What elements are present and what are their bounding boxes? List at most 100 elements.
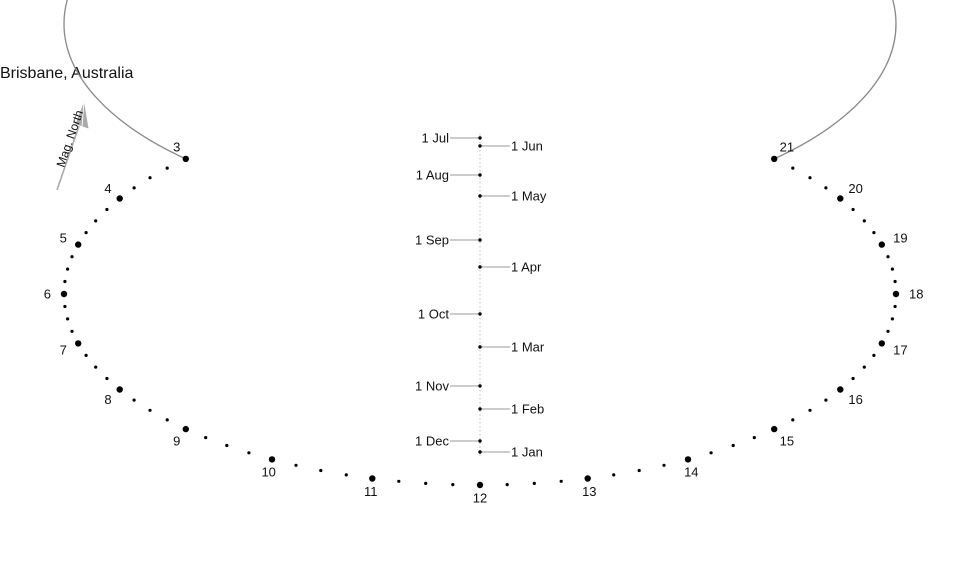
date-mark-left-4 [478,384,482,388]
hour-marker-4 [116,195,123,202]
chart-title: Brisbane, Australia [0,65,134,82]
minor-hour-mark [532,481,536,485]
date-mark-left-1 [478,173,482,177]
minor-hour-mark [612,473,616,477]
hour-label-14: 14 [684,465,698,480]
minor-hour-mark [70,329,74,333]
minor-hour-marks [63,166,897,487]
hour-marker-18 [892,290,900,298]
minor-hour-mark [862,365,866,369]
minor-hour-mark [451,483,455,487]
minor-hour-mark [105,376,109,381]
minor-hour-mark [204,436,208,440]
hour-label-11: 11 [364,484,378,499]
date-mark-left-2 [478,238,482,242]
hour-markers [60,155,900,489]
hour-label-8: 8 [104,392,111,407]
minor-hour-mark [319,468,323,473]
minor-hour-mark [132,398,136,402]
hour-label-13: 13 [582,484,596,499]
hour-label-7: 7 [60,343,67,358]
date-label-right-3: 1 Mar [511,340,545,355]
hour-marker-14 [684,456,692,463]
date-label-right-0: 1 Jun [511,139,543,154]
date-label-left-4: 1 Nov [415,379,449,394]
hour-marker-10 [268,456,276,463]
hour-marker-19 [878,241,885,248]
minor-hour-mark [791,166,795,170]
date-mark-left-5 [478,439,482,443]
hour-label-15: 15 [780,433,794,448]
hour-label-20: 20 [848,181,862,196]
minor-hour-mark [824,186,828,190]
hour-marker-12 [476,481,484,489]
hour-label-16: 16 [848,392,862,407]
minor-hour-mark [824,398,828,402]
minor-hour-mark [63,279,67,284]
date-label-left-0: 1 Jul [422,131,450,146]
minor-hour-mark [247,451,251,455]
date-label-left-3: 1 Oct [418,307,449,322]
minor-hour-mark [886,329,890,333]
hour-marker-20 [837,195,844,202]
hour-label-10: 10 [261,465,275,480]
hour-label-12: 12 [473,491,487,506]
hour-label-5: 5 [60,231,67,246]
hour-marker-21 [771,155,778,163]
hour-marker-13 [584,475,591,482]
hour-label-18: 18 [909,287,923,302]
minor-hour-mark [731,443,735,448]
minor-hour-mark [70,255,74,259]
minor-hour-mark [505,483,509,487]
hour-label-19: 19 [893,231,907,246]
north-arrow: Mag. North [54,101,89,191]
date-label-left-1: 1 Aug [416,168,449,183]
date-mark-right-0 [478,144,482,148]
minor-hour-mark [94,219,98,223]
minor-hour-mark [94,365,98,369]
minor-hour-mark [872,353,876,357]
date-mark-left-3 [478,312,482,316]
hour-marker-15 [771,425,778,433]
minor-hour-mark [893,279,897,284]
minor-hour-mark [709,451,713,455]
minor-hour-mark [148,176,152,180]
date-label-right-1: 1 May [511,189,547,204]
minor-hour-mark [84,231,88,235]
date-label-right-2: 1 Apr [511,260,542,275]
date-label-left-5: 1 Dec [415,434,449,449]
hour-label-9: 9 [173,433,180,448]
minor-hour-mark [851,376,855,381]
hour-marker-8 [116,386,123,393]
minor-hour-mark [662,463,666,467]
date-mark-left-0 [478,136,482,140]
minor-hour-mark [148,408,152,412]
hour-label-6: 6 [44,287,51,302]
minor-hour-mark [890,317,895,321]
minor-hour-mark [105,207,109,212]
date-mark-right-5 [478,450,482,454]
date-mark-right-1 [478,194,482,198]
minor-hour-mark [165,166,169,170]
minor-hour-mark [872,231,876,235]
hour-label-3: 3 [173,140,180,155]
hour-label-4: 4 [104,181,111,196]
minor-hour-mark [559,479,563,483]
minor-hour-mark [791,418,795,422]
hour-label-17: 17 [893,343,907,358]
minor-hour-mark [63,304,67,309]
minor-hour-mark [424,481,428,485]
date-mark-right-3 [478,345,482,349]
minor-hour-mark [886,255,890,259]
hour-label-21: 21 [780,140,794,155]
hour-marker-7 [75,340,82,347]
hour-marker-6 [60,290,68,298]
date-label-right-5: 1 Jan [511,445,543,460]
date-label-left-2: 1 Sep [415,233,449,248]
minor-hour-mark [637,468,641,473]
north-arrow-head-midline [81,101,85,127]
minor-hour-mark [752,436,756,440]
north-arrow-shaft [56,125,80,191]
hour-labels: 3 4 5 6 7 8 9 10 11 12 13 14 15 16 17 18 19 20 21 [44,140,924,506]
